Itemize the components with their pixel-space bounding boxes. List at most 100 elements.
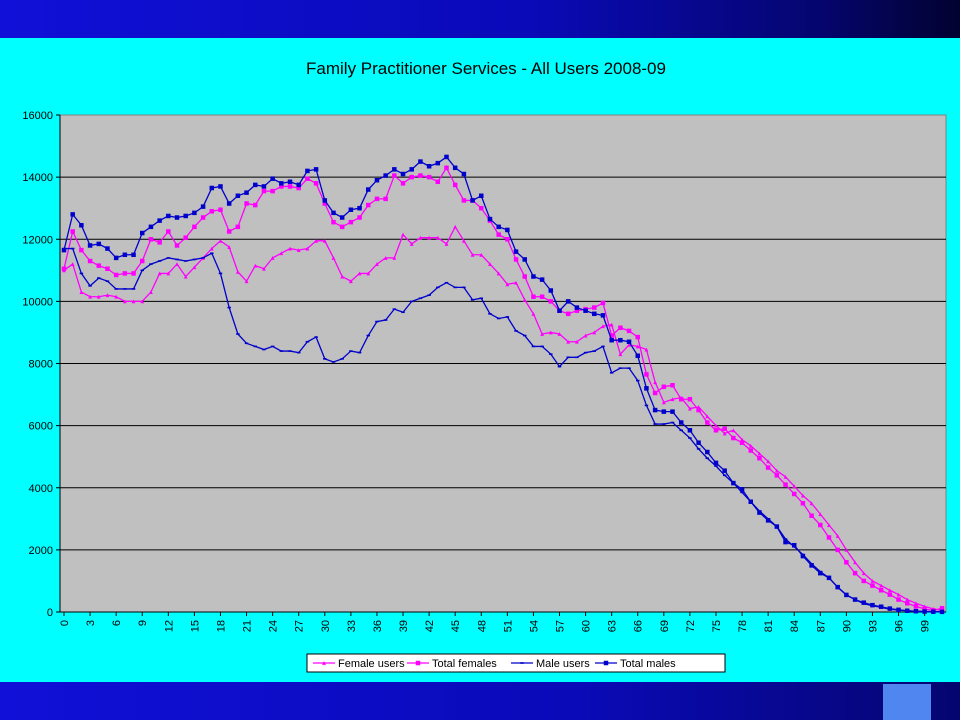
x-tick-label: 39 bbox=[398, 620, 410, 632]
data-point bbox=[418, 159, 423, 164]
data-point bbox=[583, 308, 588, 313]
data-point bbox=[722, 426, 727, 431]
data-point bbox=[896, 607, 901, 613]
data-point bbox=[670, 382, 675, 388]
data-point bbox=[939, 606, 945, 611]
top-band bbox=[0, 0, 960, 38]
legend-item-male-users: Male users bbox=[511, 658, 590, 670]
data-point bbox=[653, 380, 658, 385]
data-point bbox=[453, 286, 457, 289]
data-point bbox=[366, 334, 371, 337]
data-point bbox=[313, 167, 319, 172]
data-point bbox=[105, 246, 110, 251]
data-point bbox=[139, 230, 145, 236]
data-point bbox=[870, 602, 875, 608]
data-point bbox=[148, 224, 154, 230]
data-point bbox=[409, 241, 414, 246]
y-tick-label: 0 bbox=[47, 607, 53, 619]
data-point bbox=[227, 245, 232, 249]
data-point bbox=[401, 232, 405, 237]
data-point bbox=[861, 578, 867, 584]
data-point bbox=[739, 487, 745, 492]
data-point bbox=[601, 345, 605, 348]
data-point bbox=[157, 240, 162, 245]
data-point bbox=[218, 272, 223, 275]
x-tick-label: 66 bbox=[633, 620, 645, 632]
data-point bbox=[244, 201, 249, 206]
data-point bbox=[887, 588, 892, 593]
data-point bbox=[209, 185, 215, 191]
x-tick-label: 75 bbox=[711, 620, 723, 632]
data-point bbox=[627, 367, 631, 369]
data-point bbox=[505, 227, 510, 233]
data-point bbox=[296, 182, 301, 188]
data-point bbox=[479, 297, 484, 300]
data-point bbox=[722, 468, 727, 473]
data-point bbox=[166, 213, 171, 219]
data-point bbox=[166, 229, 171, 234]
x-tick-label: 45 bbox=[450, 620, 462, 632]
data-point bbox=[705, 457, 710, 460]
x-tick-label: 24 bbox=[268, 620, 280, 632]
data-point bbox=[200, 204, 206, 209]
data-point bbox=[374, 196, 380, 202]
data-point bbox=[70, 212, 75, 217]
data-point bbox=[357, 215, 362, 220]
data-point bbox=[462, 286, 466, 289]
data-point bbox=[687, 406, 692, 411]
data-point bbox=[896, 592, 901, 597]
data-point bbox=[809, 501, 814, 506]
data-point bbox=[270, 345, 275, 348]
data-point bbox=[731, 435, 736, 441]
data-point bbox=[826, 535, 832, 540]
data-point bbox=[305, 176, 310, 181]
data-point bbox=[461, 198, 467, 203]
legend-marker bbox=[415, 660, 421, 666]
data-point bbox=[339, 224, 345, 230]
data-point bbox=[175, 258, 179, 261]
x-tick-label: 87 bbox=[815, 620, 827, 632]
data-point bbox=[96, 241, 102, 247]
data-point bbox=[609, 372, 614, 374]
data-point bbox=[349, 350, 353, 352]
data-point bbox=[183, 260, 188, 262]
x-tick-label: 51 bbox=[502, 620, 514, 632]
data-point bbox=[244, 190, 249, 195]
data-point bbox=[662, 423, 666, 425]
data-point bbox=[331, 219, 336, 225]
data-point bbox=[575, 356, 579, 359]
data-point bbox=[540, 332, 545, 336]
data-point bbox=[922, 606, 927, 612]
data-point bbox=[348, 207, 354, 212]
data-point bbox=[114, 288, 118, 290]
data-point bbox=[852, 570, 858, 576]
data-point bbox=[826, 575, 832, 581]
x-tick-label: 27 bbox=[294, 620, 306, 632]
data-point bbox=[218, 238, 223, 243]
data-point bbox=[800, 493, 805, 498]
x-tick-label: 99 bbox=[920, 620, 932, 632]
data-point bbox=[696, 448, 701, 450]
data-point bbox=[400, 181, 406, 186]
data-point bbox=[461, 171, 467, 177]
data-point bbox=[479, 252, 484, 257]
data-point bbox=[835, 547, 840, 553]
series-female-users bbox=[62, 224, 944, 613]
data-point bbox=[566, 356, 570, 359]
data-point bbox=[452, 182, 458, 188]
data-point bbox=[296, 351, 301, 354]
data-point bbox=[792, 484, 797, 489]
data-point bbox=[783, 539, 788, 545]
data-point bbox=[192, 265, 197, 270]
data-point bbox=[70, 229, 75, 234]
data-point bbox=[670, 397, 675, 402]
data-point bbox=[539, 294, 545, 299]
data-point bbox=[722, 474, 727, 477]
data-point bbox=[488, 313, 492, 315]
data-point bbox=[496, 224, 501, 230]
data-point bbox=[323, 358, 327, 360]
data-point bbox=[79, 290, 84, 294]
data-point bbox=[166, 271, 171, 276]
data-point bbox=[322, 198, 328, 203]
data-point bbox=[592, 350, 597, 352]
